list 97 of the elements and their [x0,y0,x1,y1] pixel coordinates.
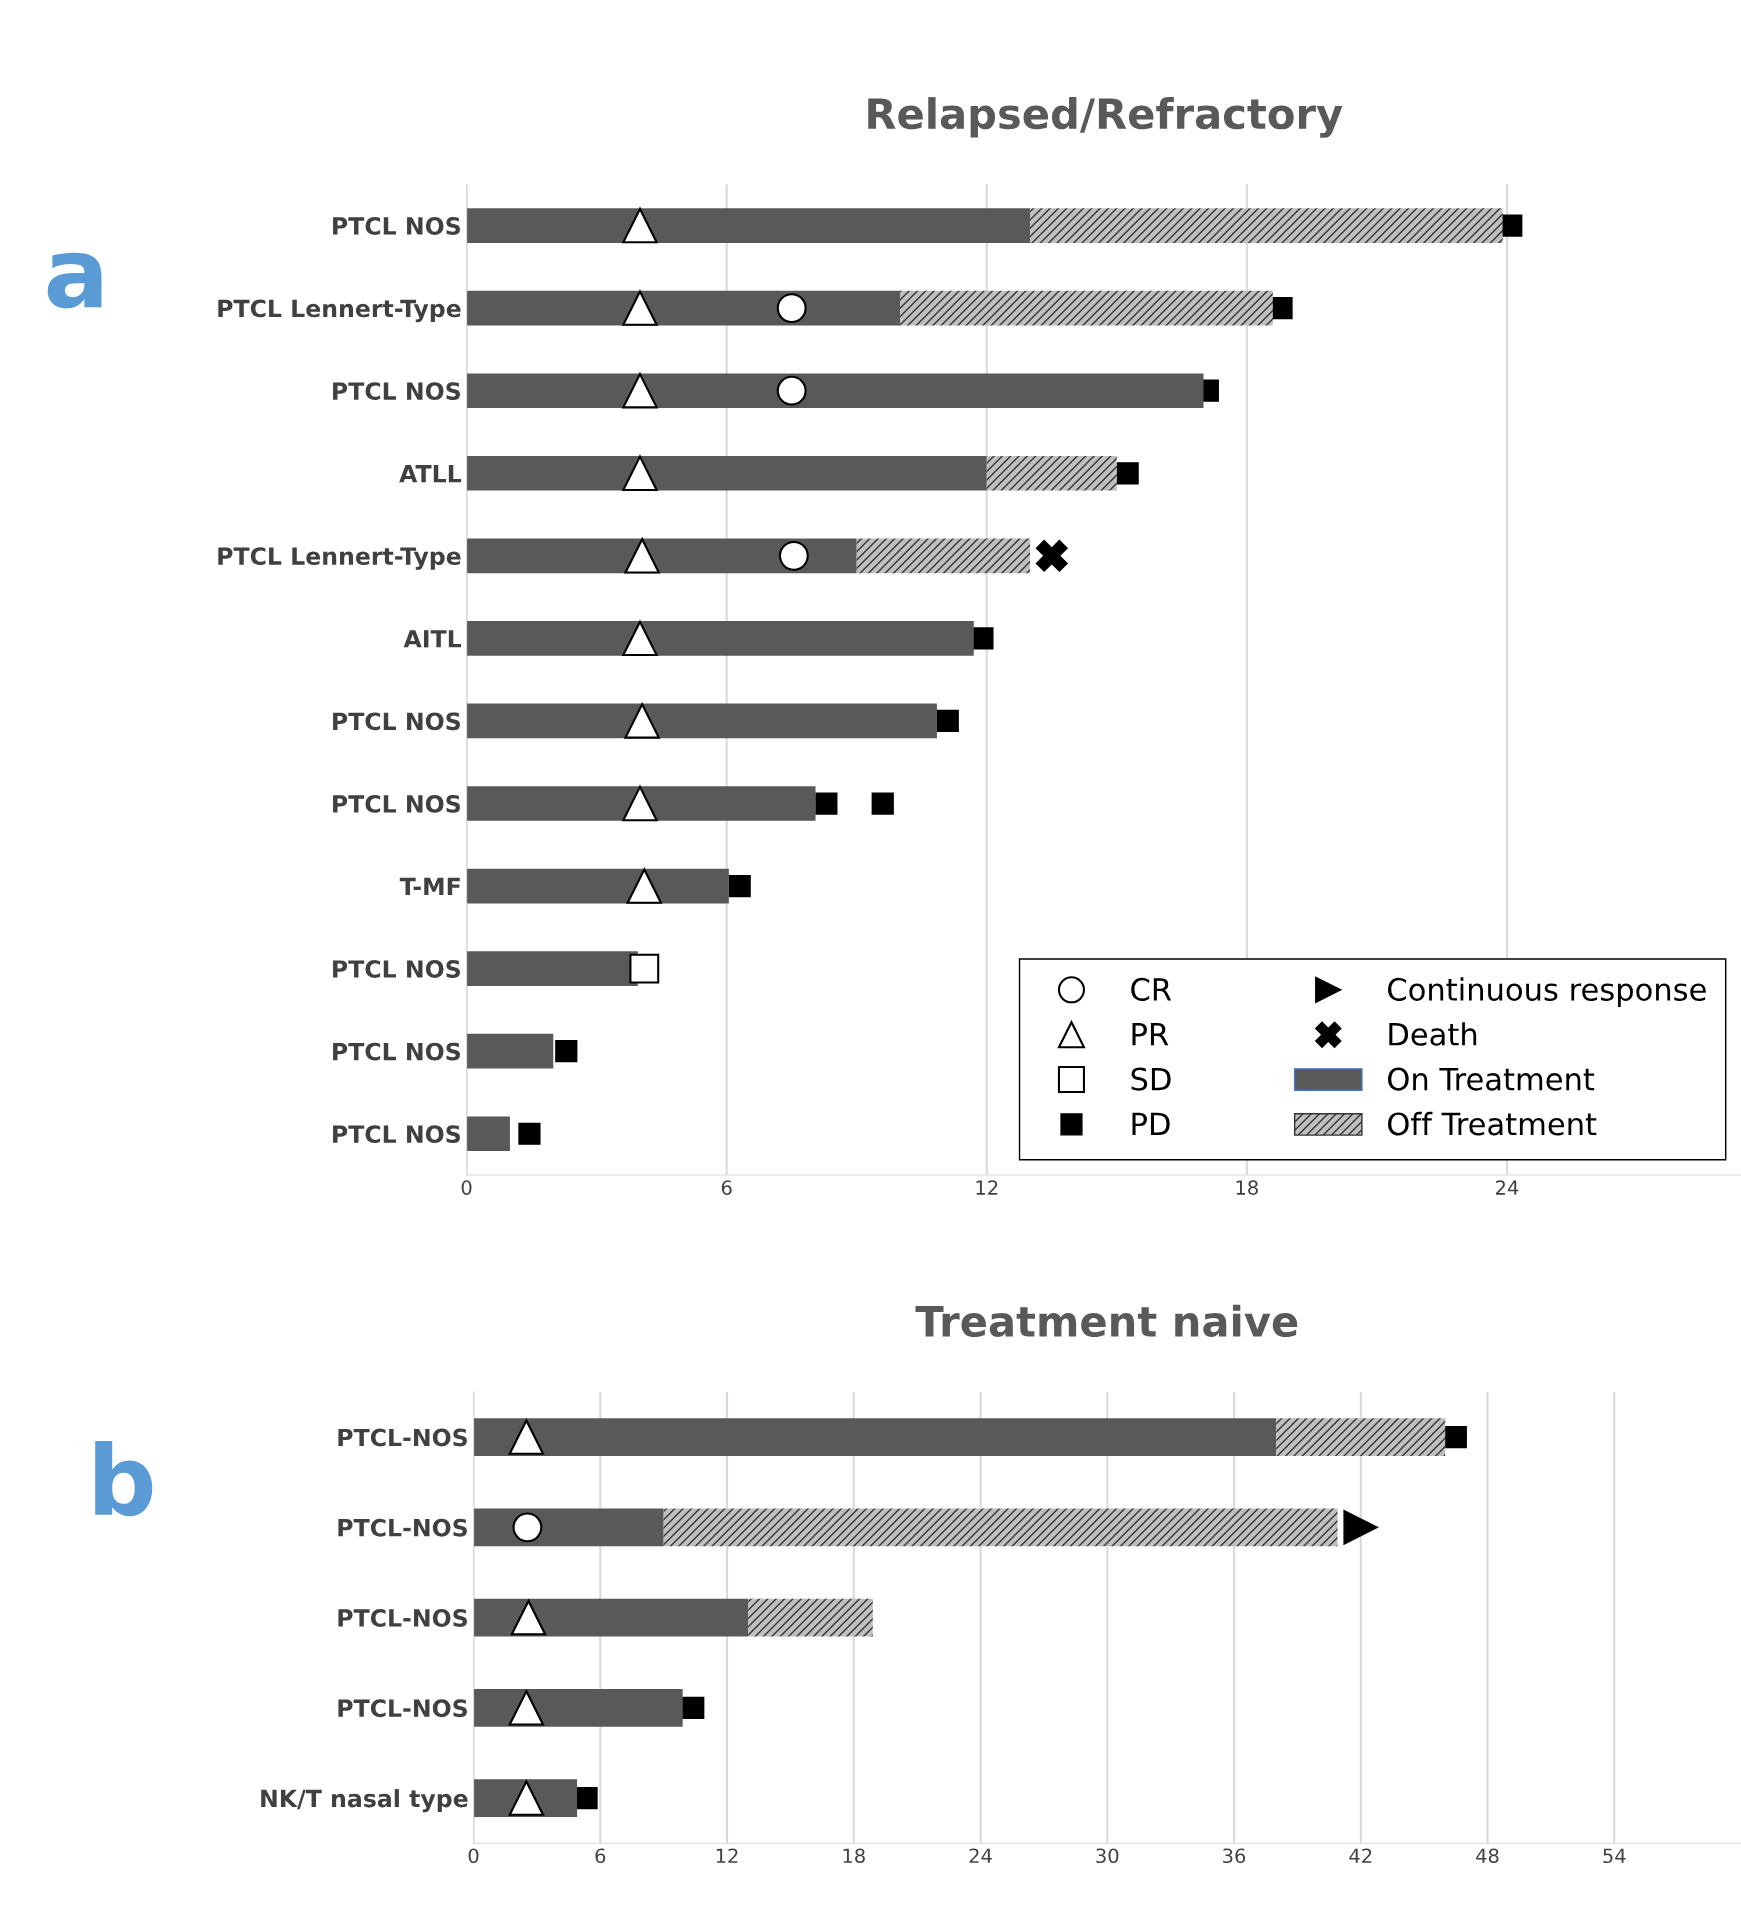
point [575,1786,598,1810]
x-tick-label: 24 [1495,1180,1519,1195]
point [508,1419,545,1455]
point [510,1599,547,1636]
point [776,293,807,324]
x-tick-label: 18 [843,1848,865,1864]
legend-label: PD [1132,1112,1170,1136]
y-tick-label: T-MF [399,877,460,896]
bar [466,786,816,821]
bar [466,868,729,904]
point [871,792,894,815]
bar [473,1598,749,1637]
point [1116,462,1139,485]
x-tick-label: 0 [468,1848,479,1864]
point [518,1122,541,1145]
point [622,620,658,657]
bar [466,1033,554,1069]
y-tick-label: NK/T nasal type [261,1789,468,1813]
y-tick-label: PTCL NOS [333,217,460,235]
y-tick-label: PTCL NOS [333,1125,460,1144]
point [508,1690,545,1726]
legend-label: Continuous response [1388,977,1706,1007]
point [622,290,658,326]
point [1343,1509,1379,1545]
y-tick-label: PTCL Lennert-Type [218,299,461,323]
y-tick-label: PTCL-NOS [338,1518,467,1537]
text: b [95,1440,153,1517]
bar [473,1688,683,1727]
point [815,792,838,815]
x-tick-label: 6 [721,1180,732,1195]
point [629,953,660,984]
point [624,538,660,574]
point [555,1040,578,1063]
x-tick-label: 6 [595,1848,606,1864]
bar [466,1116,510,1152]
point [512,1512,543,1543]
point [776,375,807,406]
x-tick-label: 42 [1349,1848,1372,1863]
x-tick-label: 12 [976,1180,998,1195]
legend-label: SD [1131,1067,1171,1091]
y-tick-label: PTCL-NOS [338,1428,467,1447]
x-tick-label: 12 [716,1848,738,1863]
bar [473,1418,1277,1457]
y-tick-label: PTCL-NOS [338,1609,467,1627]
bar [856,538,1031,574]
point [622,455,658,491]
legend-label: Death [1389,1022,1477,1046]
chart-title: Relapsed/Refractory [868,97,1343,138]
x-tick-label: 18 [1236,1180,1258,1195]
x-tick-label: 24 [969,1848,992,1863]
bar [466,455,987,491]
point [622,207,658,244]
chart-title: Treatment naive [915,1304,1298,1338]
y-tick-label: PTCL NOS [333,712,460,731]
point [622,785,658,822]
bar [466,373,1204,409]
bar [1030,208,1503,243]
point [682,1696,705,1719]
point [728,874,751,898]
point [622,373,658,409]
x-tick-label: 36 [1223,1848,1246,1864]
text: a [47,252,102,309]
x-tick-label: 0 [461,1180,472,1195]
point [971,627,994,650]
legend-label: Off Treatment [1388,1111,1597,1136]
y-tick-label: AITL [403,630,462,648]
legend-label: PR [1132,1023,1169,1046]
point [1035,539,1068,572]
x-tick-label: 48 [1476,1848,1499,1864]
point [936,709,959,733]
bar [473,1508,664,1547]
bar [466,621,974,656]
y-tick-label: ATLL [399,465,462,483]
bar [466,538,857,574]
bar [900,290,1273,326]
bar [466,703,937,739]
y-tick-label: PTCL NOS [333,382,460,401]
y-tick-label: PTCL NOS [333,960,460,978]
legend-label: CR [1131,977,1172,1001]
bar [466,208,1031,243]
x-tick-label: 30 [1096,1848,1119,1864]
y-tick-label: PTCL NOS [333,794,460,813]
x-tick-label: 54 [1603,1848,1626,1864]
y-tick-label: PTCL-NOS [338,1699,467,1718]
y-tick-label: PTCL Lennert-Type [218,547,461,570]
legend-label: On Treatment [1388,1067,1595,1091]
point [626,868,663,904]
bar [986,455,1117,491]
point [624,703,660,739]
y-tick-label: PTCL NOS [333,1042,460,1061]
bar [1276,1418,1446,1457]
bar [466,290,901,326]
bar [663,1508,1338,1547]
point [778,540,809,571]
bar [466,951,638,986]
bar [748,1598,873,1637]
point [1444,1426,1467,1449]
